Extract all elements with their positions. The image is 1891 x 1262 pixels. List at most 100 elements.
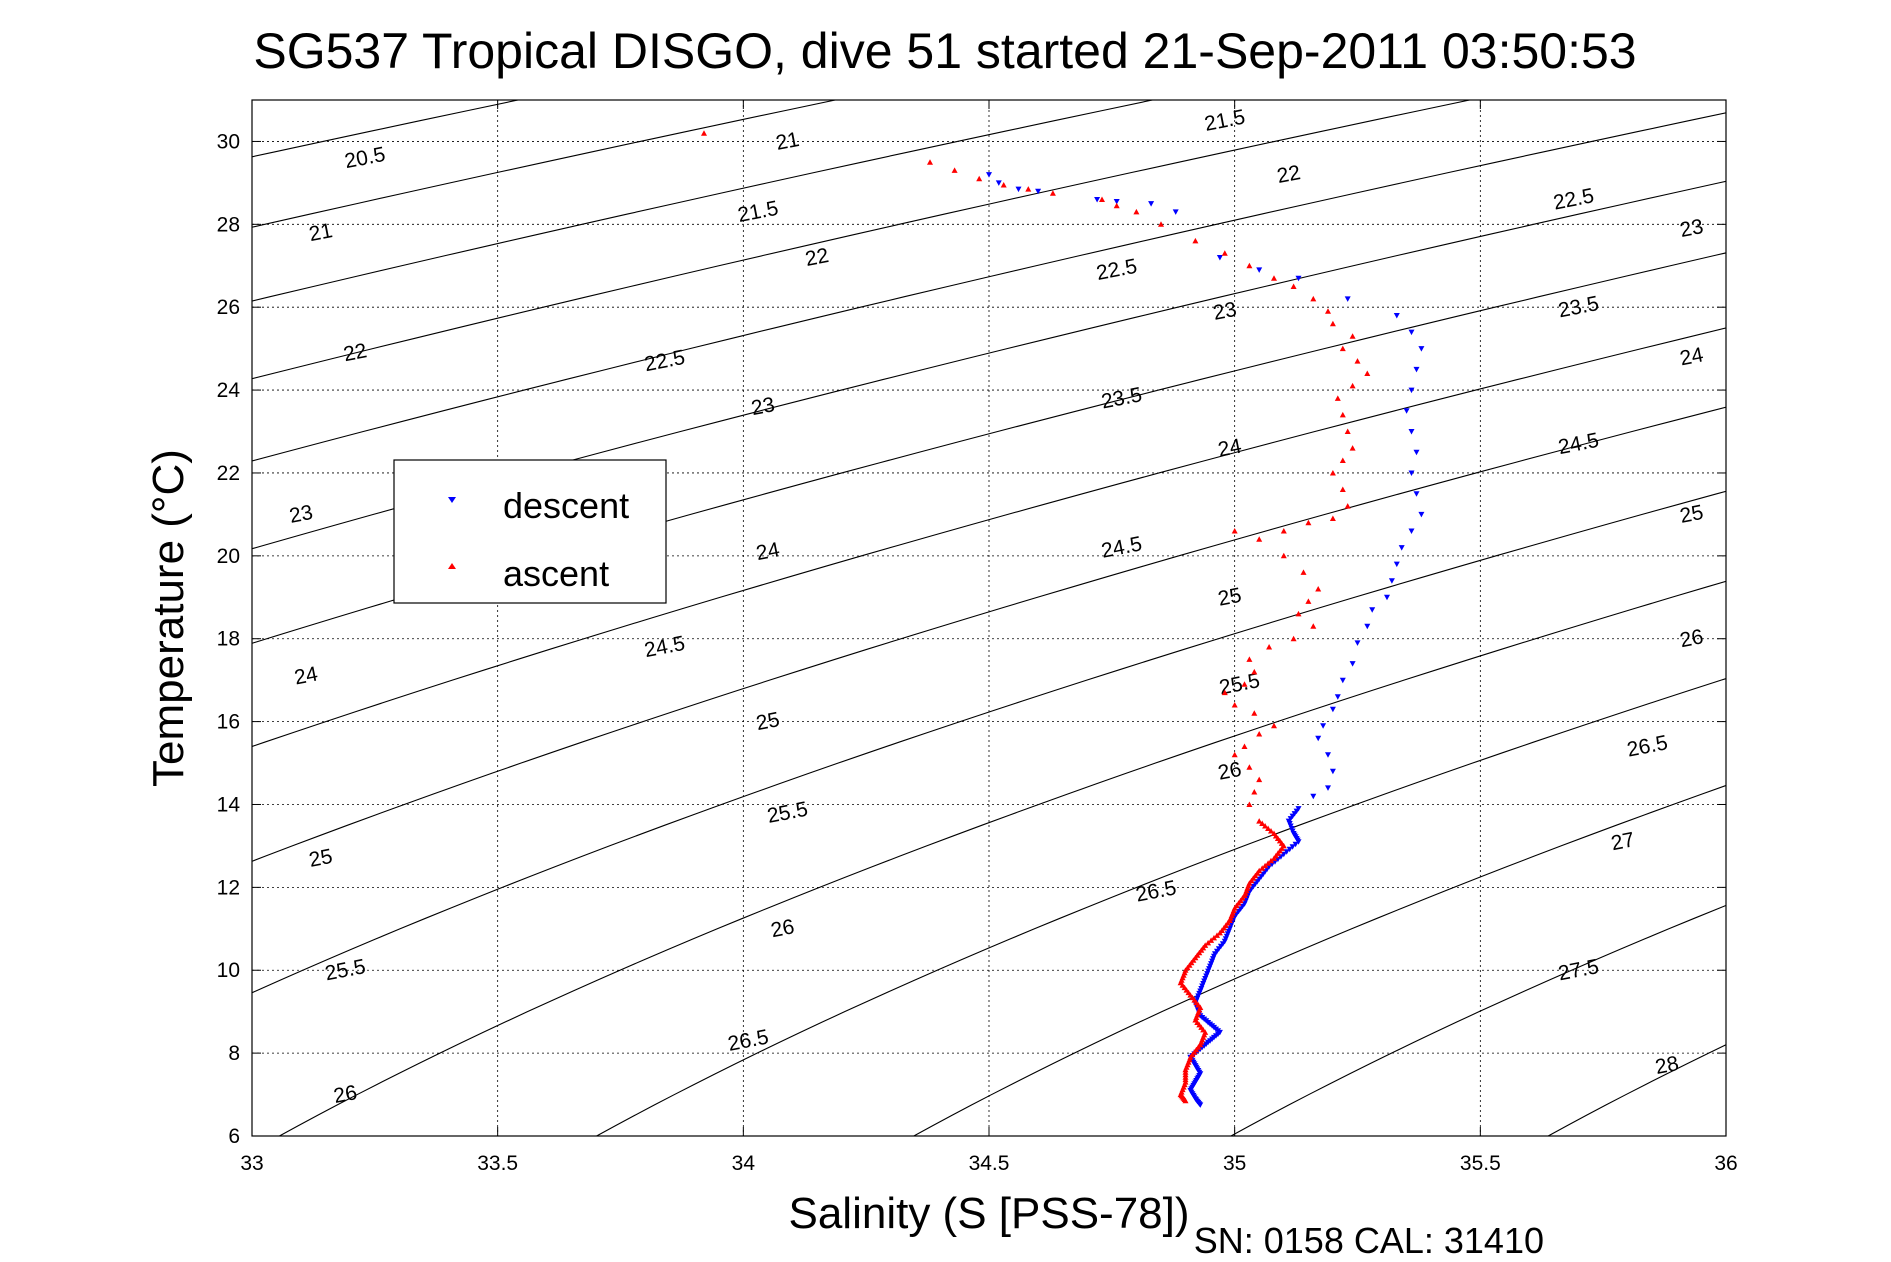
ascent-point: [1329, 320, 1336, 327]
isopycnal-label: 26: [769, 915, 796, 942]
ascent-point: [1158, 221, 1164, 227]
ascent-point: [1290, 283, 1297, 289]
descent-point: [1329, 706, 1336, 713]
grid-lines: [252, 100, 1726, 1136]
ascent-point: [927, 159, 933, 165]
isopycnal-line: [1229, 904, 1726, 1136]
isopycnal-label: 22: [1275, 161, 1302, 188]
x-tick-label: 35.5: [1460, 1152, 1501, 1175]
descent-point: [1325, 752, 1331, 758]
y-tick-label: 16: [217, 711, 240, 734]
isopycnal-label: 27: [1609, 828, 1636, 855]
serial-calibration-label: SN: 0158 CAL: 31410: [1194, 1220, 1544, 1261]
ascent-point: [1310, 623, 1317, 629]
isopycnal-line: [278, 580, 1726, 1136]
ascent-point: [1251, 668, 1258, 675]
y-tick-label: 20: [217, 545, 240, 568]
ascent-point: [1246, 656, 1253, 662]
isopycnal-label: 26: [1216, 758, 1243, 785]
axis-ticks: 33 33.5 34 34.5 35 35.5 36 6 8 10 12 14 16 18 20 22 24 26…: [217, 100, 1738, 1175]
isopycnal-line: [252, 327, 1726, 748]
isopycnal-line: [252, 406, 1726, 862]
ascent-point: [1259, 865, 1266, 871]
descent-point: [1349, 661, 1356, 667]
descent-point: [1388, 578, 1395, 584]
descent-point: [1172, 209, 1179, 215]
isopycnal-label: 25: [307, 845, 334, 872]
ascent-point: [1305, 519, 1312, 526]
ascent-point: [1349, 445, 1356, 451]
ascent-point: [1329, 470, 1336, 476]
ascent-point: [1251, 710, 1258, 716]
descent-point: [1315, 735, 1322, 742]
ascent-point: [1271, 855, 1277, 861]
isopycnal-label: 24: [1678, 343, 1706, 370]
descent-point: [1418, 346, 1425, 352]
ascent-point: [1339, 457, 1346, 463]
ascent-point: [1025, 186, 1032, 192]
isopycnal-line: [252, 252, 1726, 644]
ascent-point: [1113, 202, 1120, 209]
ascent-point: [1192, 237, 1199, 244]
ascent-point: [1265, 825, 1272, 831]
x-axis-label: Salinity (S [PSS-78]): [788, 1189, 1189, 1238]
descent-point: [1339, 677, 1346, 684]
ascent-point: [1310, 295, 1317, 302]
ascent-point: [1344, 503, 1351, 509]
ascent-point: [1231, 751, 1238, 758]
ascent-point: [1214, 932, 1220, 938]
ascent-point: [1280, 528, 1287, 534]
ascent-point: [1329, 515, 1336, 521]
ascent-point: [1300, 569, 1307, 575]
isopycnal-line: [252, 490, 1726, 994]
descent-point: [1334, 694, 1341, 700]
legend-box: [393, 459, 667, 604]
isopycnal-label: 24: [754, 538, 782, 565]
isopycnal-line: [252, 100, 1473, 380]
ascent-point: [1349, 382, 1356, 389]
descent-point: [1015, 186, 1022, 193]
ascent-point: [1354, 358, 1361, 364]
descent-point: [1295, 275, 1302, 282]
ascent-point: [1271, 275, 1277, 281]
ascent-point: [1364, 370, 1371, 376]
ascent-point: [1259, 820, 1266, 826]
ascent-point: [1315, 586, 1322, 592]
ascent-point: [1251, 789, 1258, 795]
descent-point: [1148, 201, 1155, 207]
descent-point: [1408, 429, 1415, 435]
legend-marker-descent: [448, 497, 456, 503]
ascent-point: [1231, 702, 1238, 708]
density-contours: [252, 100, 1726, 1136]
descent-point: [1413, 366, 1420, 373]
ascent-point: [1339, 486, 1346, 492]
ascent-point: [1334, 395, 1341, 401]
ascent-point: [1262, 823, 1269, 829]
legend-label-descent: descent: [503, 485, 629, 526]
chart-title: SG537 Tropical DISGO, dive 51 started 21…: [253, 23, 1636, 79]
y-tick-label: 14: [217, 793, 241, 816]
isopycnal-line: [595, 678, 1726, 1136]
isopycnal-label: 23: [287, 501, 314, 528]
ascent-point: [1208, 937, 1215, 943]
y-tick-label: 22: [217, 462, 240, 485]
y-tick-label: 12: [217, 876, 240, 899]
ascent-point: [1290, 635, 1297, 642]
isopycnal-label: 24: [1216, 435, 1244, 462]
descent-point: [1216, 255, 1223, 261]
y-tick-label: 8: [228, 1042, 240, 1065]
ascent-point: [1295, 610, 1302, 617]
descent-point: [1403, 408, 1410, 414]
y-tick-label: 30: [217, 130, 240, 153]
y-tick-label: 6: [228, 1125, 240, 1148]
isopycnal-label: 28: [1653, 1052, 1680, 1079]
ascent-point: [1246, 262, 1253, 269]
ascent-point: [1211, 934, 1217, 941]
x-tick-label: 33.5: [477, 1152, 518, 1175]
descent-point: [1393, 561, 1400, 568]
isopycnal-label: 23: [749, 393, 776, 420]
isopycnal-label: 25: [1678, 501, 1705, 528]
y-tick-label: 28: [217, 213, 240, 236]
y-tick-label: 24: [217, 379, 241, 402]
descent-point: [1354, 640, 1361, 646]
